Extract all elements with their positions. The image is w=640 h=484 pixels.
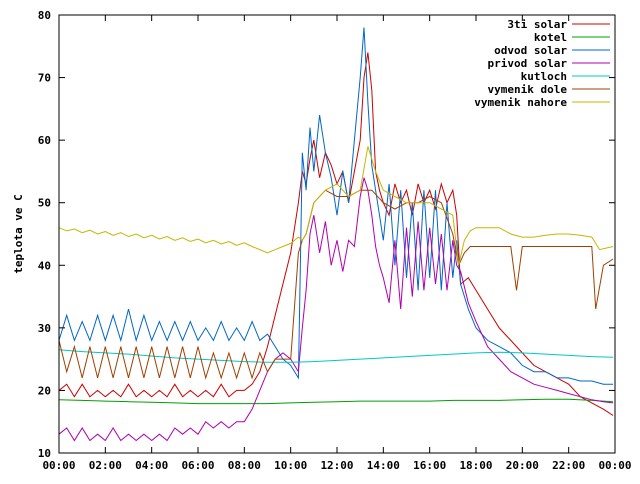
y-tick-label: 50 (38, 197, 51, 210)
series-line-privod-solar (58, 177, 614, 442)
x-tick-label: 22:00 (552, 459, 585, 472)
x-tick-label: 06:00 (181, 459, 214, 472)
series-line-kotel (58, 398, 614, 405)
legend-label: vymenik nahore (474, 96, 567, 109)
x-tick-label: 08:00 (228, 459, 261, 472)
legend-label: vymenik dole (488, 83, 568, 96)
series-layer (58, 27, 614, 442)
legend-label: odvod solar (494, 44, 567, 57)
series-line-kutloch (58, 349, 614, 363)
legend-label: privod solar (488, 57, 568, 70)
series-line-odvod-solar (58, 27, 614, 385)
x-tick-label: 00:00 (42, 459, 75, 472)
y-tick-label: 60 (38, 134, 51, 147)
y-tick-label: 80 (38, 9, 51, 22)
y-tick-label: 30 (38, 322, 51, 335)
legend-label: kutloch (521, 70, 567, 83)
legend-label: 3ti solar (507, 18, 567, 31)
x-tick-label: 00:00 (598, 459, 631, 472)
x-tick-label: 18:00 (459, 459, 492, 472)
x-tick-label: 02:00 (89, 459, 122, 472)
x-axis: 00:00 02:00 04:00 06:00 08:00 10:00 12:00 14:00… (42, 15, 632, 472)
y-tick-label: 10 (38, 447, 51, 460)
x-tick-label: 04:00 (135, 459, 168, 472)
y-tick-label: 20 (38, 384, 51, 397)
y-axis: 10 20 30 40 50 60 70 80 (38, 9, 615, 460)
x-tick-label: 10:00 (274, 459, 307, 472)
x-tick-label: 16:00 (413, 459, 446, 472)
series-line-vymenik-nahore (58, 146, 614, 266)
y-tick-label: 40 (38, 259, 51, 272)
y-tick-label: 70 (38, 72, 51, 85)
x-tick-label: 20:00 (506, 459, 539, 472)
y-axis-label: teplota ve C (12, 194, 25, 273)
legend-label: kotel (534, 31, 567, 44)
series-line-3ti-solar (58, 52, 614, 416)
x-tick-label: 12:00 (320, 459, 353, 472)
x-tick-label: 14:00 (367, 459, 400, 472)
series-line-vymenik-dole (58, 189, 614, 380)
